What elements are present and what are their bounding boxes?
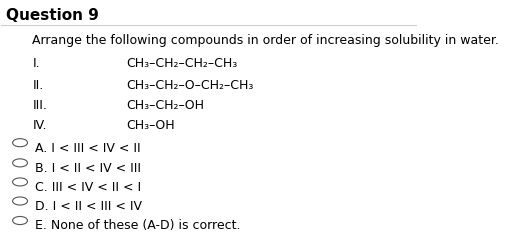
Text: III.: III.	[32, 99, 47, 112]
Text: IV.: IV.	[32, 119, 47, 132]
Text: E. None of these (A-D) is correct.: E. None of these (A-D) is correct.	[35, 219, 240, 232]
Text: I.: I.	[32, 58, 40, 70]
Text: CH₃–CH₂–OH: CH₃–CH₂–OH	[126, 99, 204, 112]
Text: B. I < II < IV < III: B. I < II < IV < III	[35, 162, 141, 175]
Text: D. I < II < III < IV: D. I < II < III < IV	[35, 200, 142, 213]
Text: Arrange the following compounds in order of increasing solubility in water.: Arrange the following compounds in order…	[32, 34, 500, 47]
Text: A. I < III < IV < II: A. I < III < IV < II	[35, 141, 140, 155]
Text: CH₃–CH₂–O–CH₂–CH₃: CH₃–CH₂–O–CH₂–CH₃	[126, 79, 253, 92]
Text: Question 9: Question 9	[6, 8, 98, 23]
Text: CH₃–OH: CH₃–OH	[126, 119, 175, 132]
Text: II.: II.	[32, 79, 44, 92]
Text: CH₃–CH₂–CH₂–CH₃: CH₃–CH₂–CH₂–CH₃	[126, 58, 237, 70]
Text: C. III < IV < II < I: C. III < IV < II < I	[35, 181, 141, 194]
